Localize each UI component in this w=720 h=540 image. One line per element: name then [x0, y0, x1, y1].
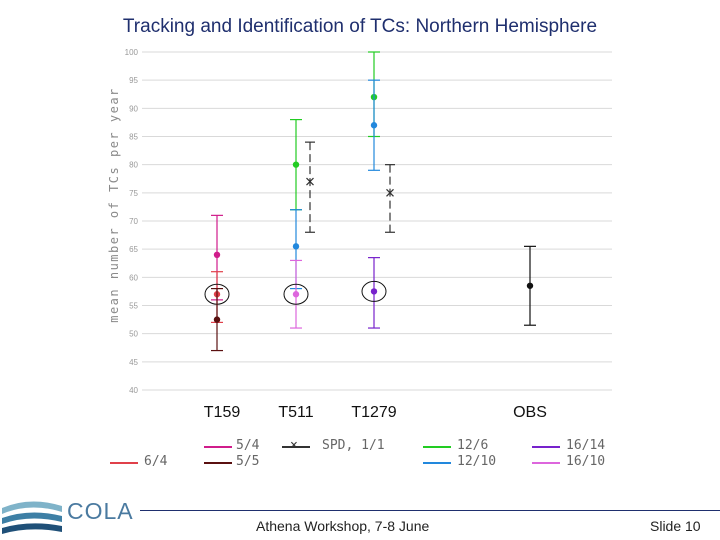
legend-line-12-10 — [423, 462, 451, 464]
y-tick-label-85: 85 — [129, 133, 138, 142]
y-tick-label-75: 75 — [129, 189, 138, 198]
y-tick-label-40: 40 — [129, 386, 138, 395]
legend-line-16-14 — [532, 446, 560, 448]
tc-count-chart: 40 45 50 55 60 65 70 75 80 85 90 95 100 mean number o… — [107, 48, 612, 421]
footer-divider — [140, 510, 720, 511]
legend-label-5-5: 5/5 — [236, 454, 260, 469]
footer-event: Athena Workshop, 7-8 June — [256, 518, 430, 534]
x-category-t511: T511 — [278, 404, 313, 421]
y-tick-label-80: 80 — [129, 161, 138, 170]
data-point-t511-16-10 — [292, 291, 300, 298]
legend-line-5-5 — [204, 462, 232, 464]
legend-label-16-10: 16/10 — [566, 454, 606, 469]
legend-x-marker-spd: × — [290, 438, 298, 453]
highlight-circle-t511-16-10 — [283, 283, 309, 305]
y-tick-label-100: 100 — [125, 48, 139, 57]
data-point-t159-5-4 — [213, 251, 221, 258]
y-tick-label-70: 70 — [129, 217, 138, 226]
marker-x-b-t1279-spd-1-1 — [386, 188, 394, 197]
page-title: Tracking and Identification of TCs: Nort… — [122, 16, 598, 37]
legend-label-12-10: 12/10 — [457, 454, 497, 469]
legend-label-16-14: 16/14 — [566, 438, 606, 453]
y-axis-label: mean number of TCs per year — [107, 87, 121, 323]
logo-text: COLA — [67, 498, 134, 524]
legend-label-5-4: 5/4 — [236, 438, 260, 453]
legend-line-6-4 — [110, 462, 138, 464]
legend-line-spd — [282, 446, 310, 448]
y-tick-label-65: 65 — [129, 245, 138, 254]
y-tick-label-95: 95 — [129, 76, 138, 85]
data-point-t511-12-10 — [292, 243, 300, 250]
slide-number: Slide 10 — [650, 518, 701, 534]
legend-line-12-6 — [423, 446, 451, 448]
legend-line-5-4 — [204, 446, 232, 448]
data-point-t511-12-6 — [292, 161, 300, 168]
x-category-t1279: T1279 — [351, 404, 396, 421]
marker-x-b-t511-spd-1-1 — [306, 177, 314, 186]
x-category-obs: OBS — [513, 404, 547, 421]
x-category-t159: T159 — [204, 404, 241, 421]
legend-line-16-10 — [532, 462, 560, 464]
legend-label-6-4: 6/4 — [144, 454, 168, 469]
legend-label-12-6: 12/6 — [457, 438, 489, 453]
data-point-obs-obs — [526, 282, 534, 289]
y-tick-label-55: 55 — [129, 302, 138, 311]
y-tick-label-45: 45 — [129, 358, 138, 367]
y-tick-label-60: 60 — [129, 273, 138, 282]
highlight-circle-t1279-16-14 — [361, 280, 387, 302]
legend-label-spd: SPD, 1/1 — [322, 438, 385, 453]
data-point-t159-5-5 — [213, 316, 221, 323]
cola-logo — [2, 501, 62, 534]
data-point-t1279-12-10 — [370, 122, 378, 129]
y-tick-label-90: 90 — [129, 104, 138, 113]
y-tick-label-50: 50 — [129, 330, 138, 339]
data-point-t1279-16-14 — [370, 288, 378, 295]
